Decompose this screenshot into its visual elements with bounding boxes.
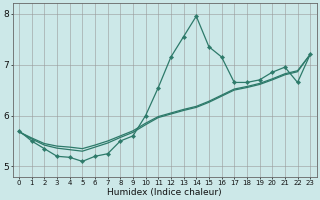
X-axis label: Humidex (Indice chaleur): Humidex (Indice chaleur): [107, 188, 222, 197]
